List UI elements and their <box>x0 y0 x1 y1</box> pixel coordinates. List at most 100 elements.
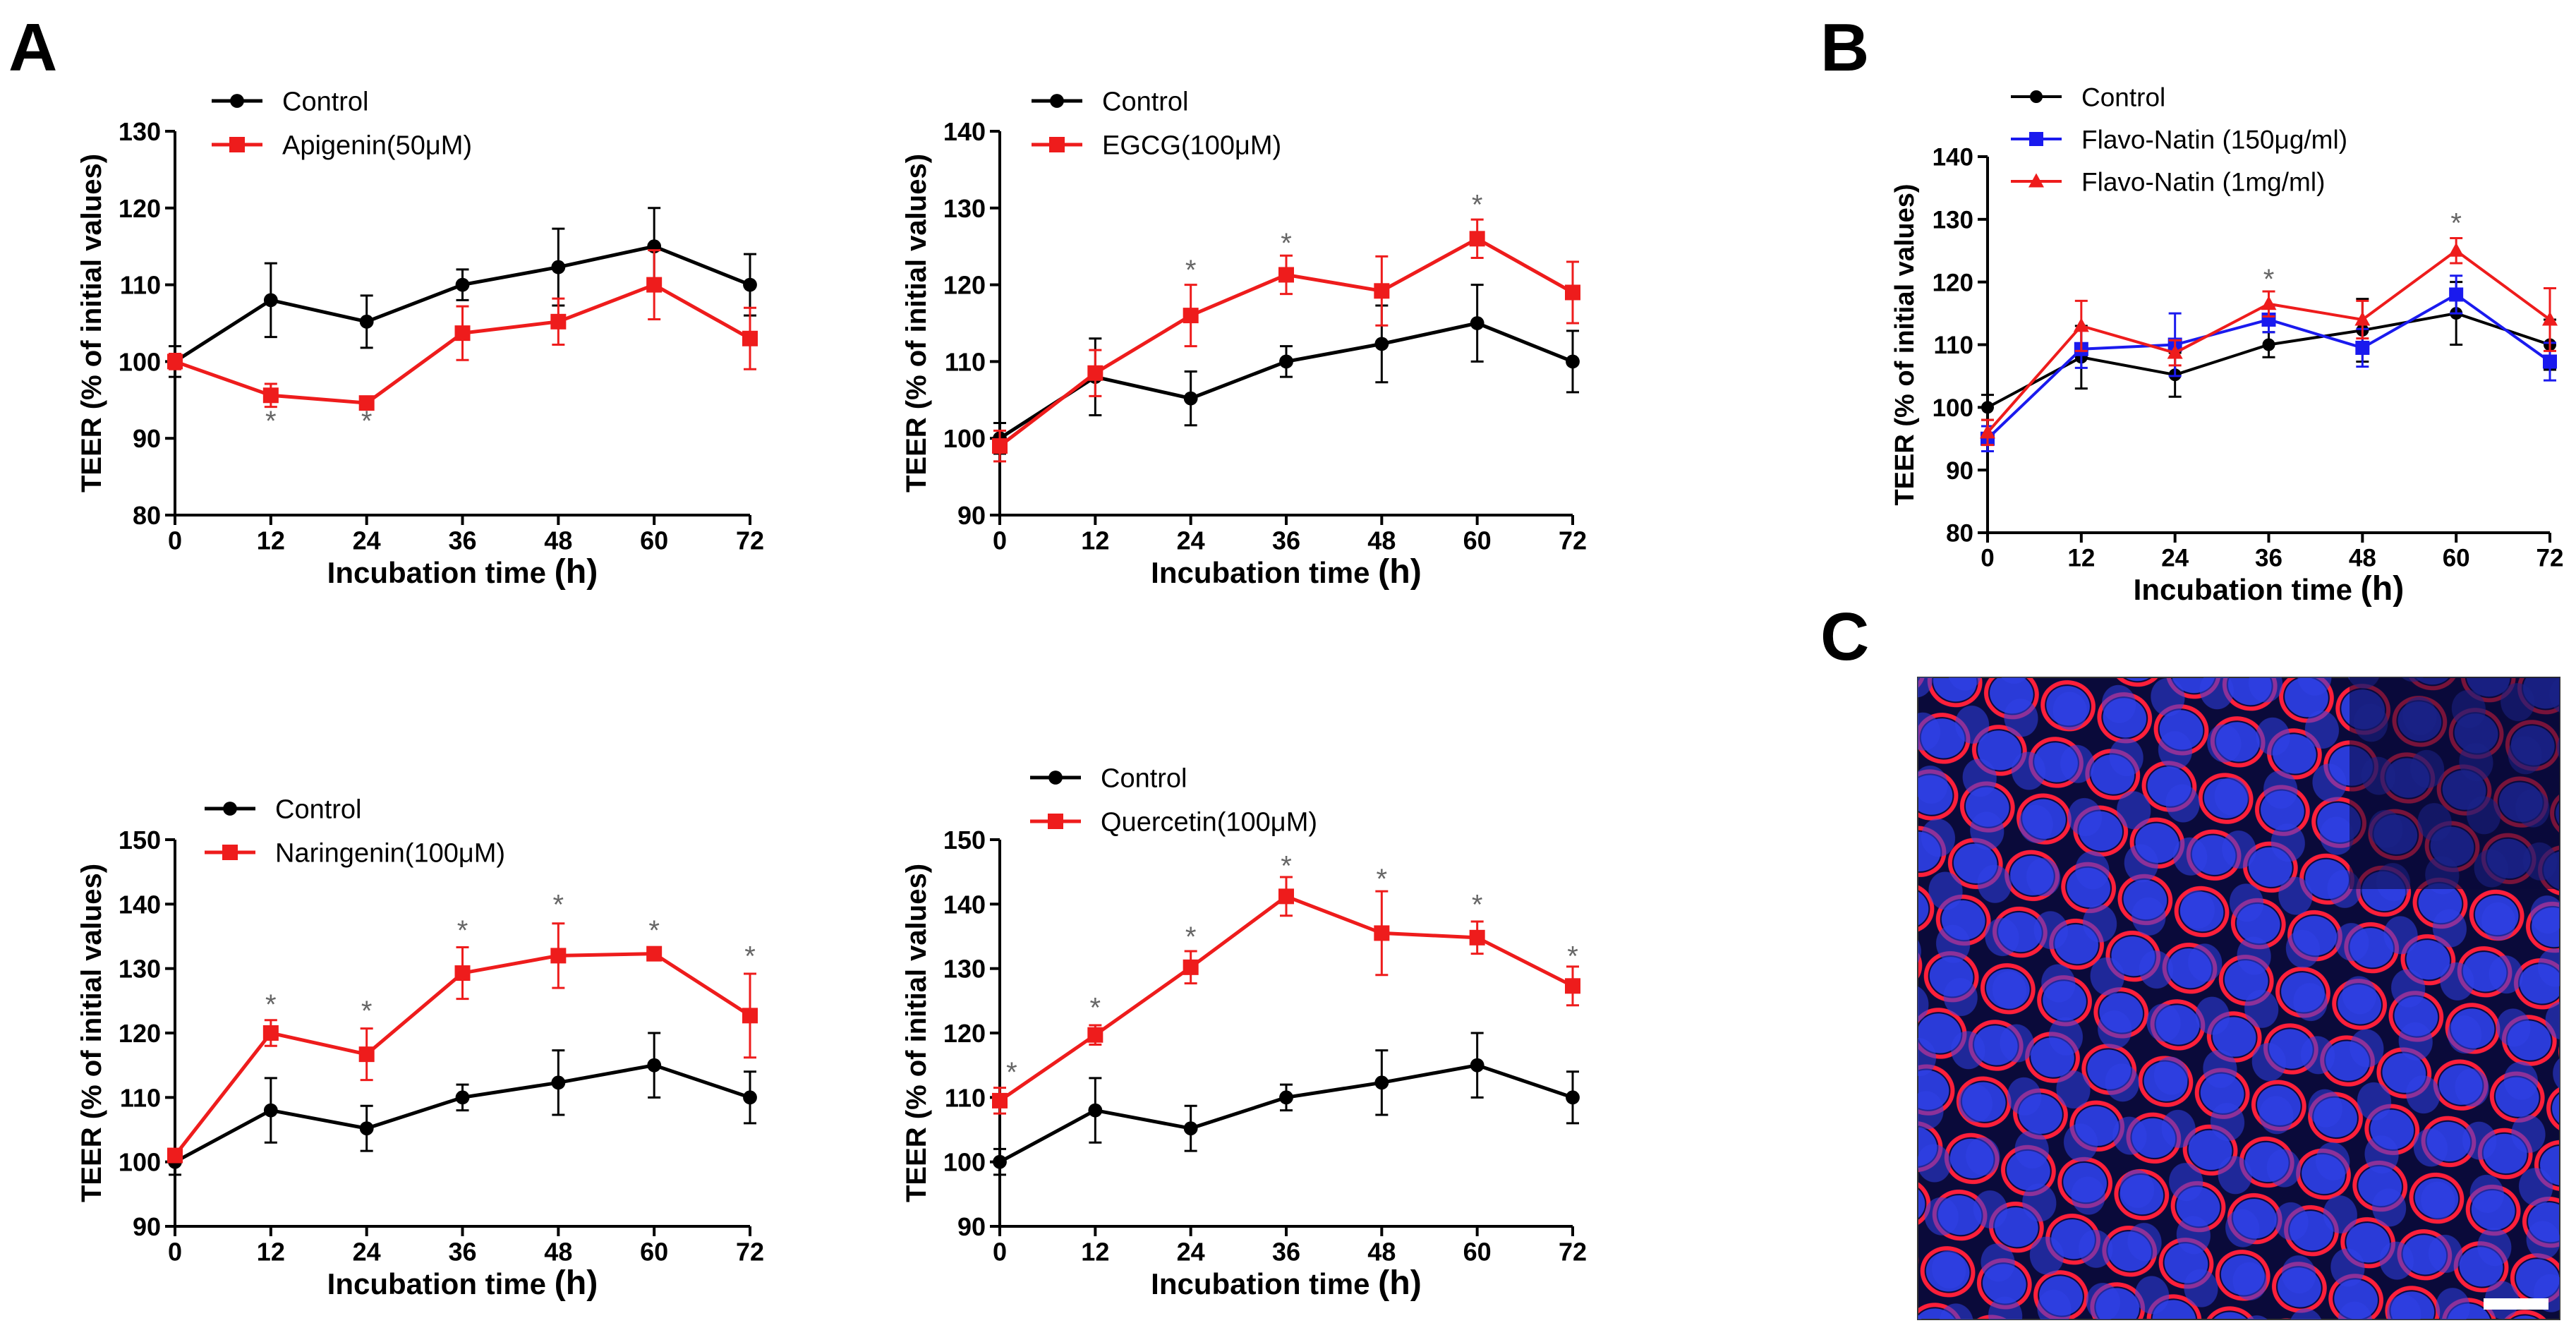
data-point <box>1470 316 1484 330</box>
data-point <box>358 395 375 411</box>
significance-star: * <box>1377 864 1388 895</box>
data-point <box>455 1090 470 1105</box>
data-point <box>2167 344 2183 359</box>
data-point <box>992 438 1008 454</box>
data-point <box>454 325 471 342</box>
legend-label: Control <box>1102 87 1189 117</box>
series-line <box>174 1063 751 1164</box>
legend-label: Control <box>282 87 369 117</box>
data-point <box>262 387 279 404</box>
x-tick-label: 48 <box>544 526 572 555</box>
series-2 <box>167 249 758 411</box>
x-tick-label: 60 <box>2443 545 2470 572</box>
x-tick-label: 24 <box>353 1237 381 1266</box>
legend-label: Quercetin(100μM) <box>1101 808 1317 838</box>
chart-apigenin: 80 90 100 110 120 130 0 12 24 36 48 60 72 Incubation … <box>76 87 764 591</box>
legend-marker <box>223 802 237 816</box>
data-point <box>1374 1075 1389 1090</box>
significance-star: * <box>361 996 373 1027</box>
x-tick-label: 36 <box>2255 545 2282 572</box>
data-point <box>1470 1058 1484 1073</box>
x-tick-label: 72 <box>1559 526 1587 555</box>
x-tick-label: 12 <box>2067 545 2095 572</box>
x-tick-label: 12 <box>257 1237 285 1266</box>
data-point <box>263 1103 278 1118</box>
x-tick-label: 36 <box>448 1237 476 1266</box>
legend-marker <box>1048 771 1063 785</box>
data-point <box>1374 925 1390 941</box>
significance-star: * <box>457 915 468 946</box>
y-tick-label: 90 <box>1946 457 1973 485</box>
series-2 <box>992 218 1580 463</box>
data-point <box>550 948 567 964</box>
y-tick-label: 90 <box>957 1212 986 1241</box>
x-tick-label: 72 <box>736 526 764 555</box>
x-axis-label: Incubation time (h) <box>2134 569 2405 608</box>
series-line <box>998 1063 1573 1164</box>
significance-star: * <box>1281 228 1292 259</box>
y-tick-label: 140 <box>119 890 161 919</box>
significance-star: * <box>2263 264 2275 295</box>
x-tick-label: 72 <box>1559 1237 1587 1266</box>
y-tick-label: 100 <box>943 424 986 453</box>
chart-flavonatin: 80 90 100 110 120 130 140 0 12 24 36 48 60 72 Incubati… <box>1890 83 2563 608</box>
y-tick-label: 90 <box>133 424 161 453</box>
x-tick-label: 12 <box>257 526 285 555</box>
data-point <box>1981 401 1994 414</box>
x-tick-label: 60 <box>640 1237 668 1266</box>
x-axis-unit: (h) <box>555 552 598 591</box>
x-axis-label: Incubation time (h) <box>1151 552 1422 591</box>
x-tick-label: 0 <box>168 526 182 555</box>
x-axis-unit: (h) <box>555 1264 598 1302</box>
data-point <box>2073 318 2089 332</box>
micrograph <box>1917 677 2560 1320</box>
significance-star: * <box>265 406 277 437</box>
y-tick-label: 130 <box>943 194 986 223</box>
x-tick-label: 72 <box>2536 545 2564 572</box>
data-point <box>1565 978 1580 994</box>
x-tick-label: 0 <box>993 1237 1007 1266</box>
data-point <box>551 260 566 274</box>
data-point <box>742 1008 758 1024</box>
x-tick-label: 60 <box>640 526 668 555</box>
y-tick-label: 110 <box>945 347 986 376</box>
data-point <box>1278 267 1294 283</box>
significance-star: * <box>1567 941 1578 972</box>
significance-star: * <box>1185 922 1197 953</box>
x-axis-label: Incubation time (h) <box>327 1264 598 1302</box>
data-point <box>1183 959 1199 975</box>
series-1 <box>993 1032 1580 1176</box>
chart-egcg: 90 100 110 120 130 140 0 12 24 36 48 60 72 Incubation… <box>901 87 1587 591</box>
data-point <box>454 965 471 981</box>
y-tick-label: 110 <box>945 1083 986 1112</box>
data-point <box>551 1075 566 1090</box>
y-tick-label: 110 <box>120 271 161 300</box>
x-tick-label: 60 <box>1463 1237 1492 1266</box>
y-tick-label: 120 <box>119 1019 161 1048</box>
y-tick-label: 80 <box>1946 520 1973 548</box>
series-2 <box>992 876 1580 1115</box>
legend-marker <box>2028 173 2044 188</box>
significance-star: * <box>744 941 756 972</box>
legend-label: Flavo-Natin (1mg/ml) <box>2081 167 2325 196</box>
x-tick-label: 24 <box>1177 526 1205 555</box>
series-3 <box>1980 236 2558 447</box>
legend-marker <box>222 845 238 860</box>
x-tick-label: 48 <box>544 1237 572 1266</box>
panel-label-a: A <box>8 10 57 85</box>
micrograph-dark-region <box>2350 677 2560 889</box>
legend-label: Control <box>275 795 362 825</box>
legend-marker <box>229 137 245 152</box>
x-tick-label: 48 <box>2349 545 2376 572</box>
data-point <box>2355 340 2370 355</box>
x-tick-label: 0 <box>168 1237 182 1266</box>
y-tick-label: 100 <box>119 1148 161 1177</box>
data-point <box>1183 391 1198 406</box>
data-point <box>1374 283 1390 299</box>
significance-star: * <box>1472 189 1483 220</box>
data-point <box>2542 311 2558 326</box>
data-point <box>1279 354 1293 369</box>
data-point <box>1469 929 1485 946</box>
significance-star: * <box>2450 207 2462 238</box>
